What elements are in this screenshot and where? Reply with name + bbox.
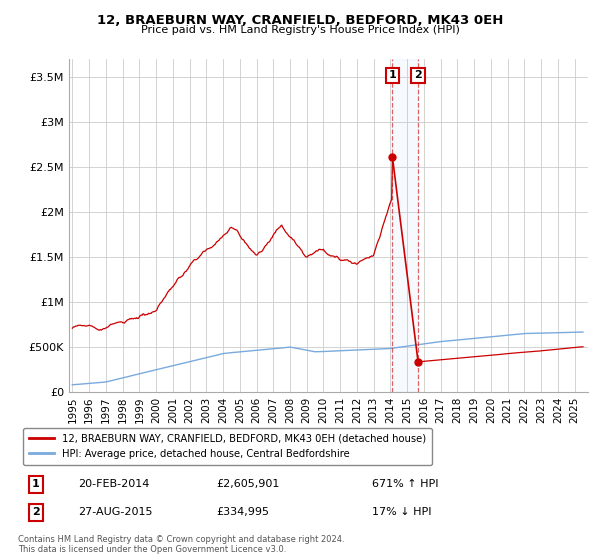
Text: 1: 1	[389, 71, 397, 81]
Text: Price paid vs. HM Land Registry's House Price Index (HPI): Price paid vs. HM Land Registry's House …	[140, 25, 460, 35]
Text: 671% ↑ HPI: 671% ↑ HPI	[372, 479, 439, 489]
Text: 17% ↓ HPI: 17% ↓ HPI	[372, 507, 431, 517]
Text: 2: 2	[414, 71, 422, 81]
Text: £2,605,901: £2,605,901	[216, 479, 280, 489]
Text: 27-AUG-2015: 27-AUG-2015	[78, 507, 152, 517]
Text: 20-FEB-2014: 20-FEB-2014	[78, 479, 149, 489]
Text: 1: 1	[32, 479, 40, 489]
Bar	[392, 59, 418, 392]
Text: £334,995: £334,995	[216, 507, 269, 517]
Legend: 12, BRAEBURN WAY, CRANFIELD, BEDFORD, MK43 0EH (detached house), HPI: Average pr: 12, BRAEBURN WAY, CRANFIELD, BEDFORD, MK…	[23, 428, 432, 465]
Text: 12, BRAEBURN WAY, CRANFIELD, BEDFORD, MK43 0EH: 12, BRAEBURN WAY, CRANFIELD, BEDFORD, MK…	[97, 14, 503, 27]
Text: Contains HM Land Registry data © Crown copyright and database right 2024.
This d: Contains HM Land Registry data © Crown c…	[18, 535, 344, 554]
Text: 2: 2	[32, 507, 40, 517]
